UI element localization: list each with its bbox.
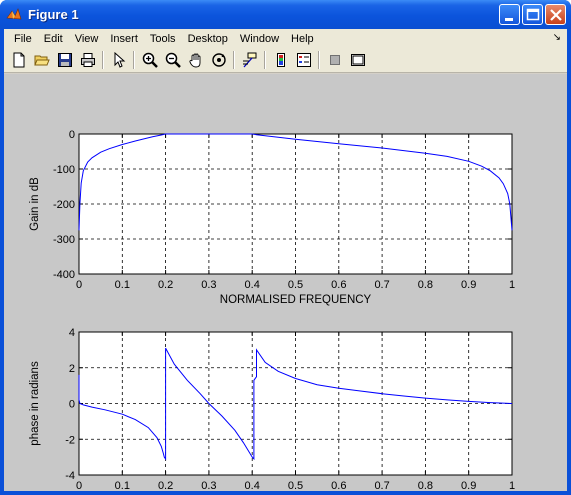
rotate-3d-button[interactable] [207,49,230,71]
show-plot-tools-button[interactable] [346,49,369,71]
hide-plot-tools-button[interactable] [323,49,346,71]
menu-tools[interactable]: Tools [149,32,176,45]
print-icon [80,53,95,67]
pan-button[interactable] [184,49,207,71]
zoom-in-button[interactable] [138,49,161,71]
x-tick-label: 0.6 [331,279,346,291]
figure-svg: 0 0.1 0.2 0.3 0.4 0.5 0.6 0.7 0.8 0.9 10-100-200-3… [29,129,515,492]
close-icon [550,9,562,21]
title-bar[interactable]: Figure 1 [0,0,571,29]
data-cursor-icon [242,52,256,68]
menu-edit[interactable]: Edit [43,32,63,45]
y-tick-label: -4 [65,470,75,482]
toolbar-separator [233,51,235,69]
y-tick-label: -200 [53,199,75,211]
x-tick-label: 0.8 [418,279,433,291]
x-tick-label: 0.8 [418,480,433,491]
minimize-button[interactable] [499,4,520,25]
x-tick-label: 0 [76,480,82,491]
y-tick-label: -100 [53,164,75,176]
y-tick-label: 2 [69,363,75,375]
toolbar-separator [102,51,104,69]
x-axis-label: NORMALISED FREQUENCY [220,294,372,306]
figure-canvas[interactable]: 0 0.1 0.2 0.3 0.4 0.5 0.6 0.7 0.8 0.9 1 0 -100 -200 -3… [4,74,567,492]
x-tick-label: 0 [76,279,82,291]
y-tick-label: 4 [69,327,75,339]
zoom-out-icon [165,52,181,68]
colorbar-icon [276,53,285,67]
x-tick-label: 0.9 [461,480,476,491]
axes-2: 00.10.20.30.40.50.60.70.80.91420-2-4nora… [29,327,515,492]
dock-arrow-icon[interactable]: ↘ [552,32,561,43]
x-tick-label: 0.5 [288,480,303,491]
x-tick-label: 1 [509,279,515,291]
save-icon [57,53,72,67]
x-tick-label: 0.3 [201,279,216,291]
new-file-icon [13,52,24,68]
toolbar-separator [133,51,135,69]
y-axis-label: phase in radians [29,361,41,446]
menu-file[interactable]: File [14,32,32,45]
series-line-1 [78,347,513,461]
axes-1: 0 0.1 0.2 0.3 0.4 0.5 0.6 0.7 0.8 0.9 1 0 -100 -200 -3… [29,129,515,306]
menu-desktop[interactable]: Desktop [187,32,228,45]
colorbar-button[interactable] [269,49,292,71]
x-tick-label: 0.2 [158,279,173,291]
menu-insert[interactable]: Insert [110,32,138,45]
hide-tools-icon [329,55,340,65]
toolbar-separator [264,51,266,69]
y-axis-label: Gain in dB [29,177,41,231]
x-tick-label: 0.2 [158,480,173,491]
zoom-out-button[interactable] [161,49,184,71]
y-tick-label: 0 [69,129,75,141]
series-line-1 [78,133,513,231]
maximize-icon [526,8,540,21]
toolbar-separator [318,51,320,69]
save-button[interactable] [53,49,76,71]
x-tick-label: 0.1 [115,480,130,491]
y-tick-label: -2 [65,434,75,446]
data-cursor-button[interactable] [238,49,261,71]
x-tick-label: 1 [509,480,515,491]
show-tools-icon [350,54,365,66]
edit-arrow-icon [114,52,125,68]
x-tick-label: 0.7 [374,279,389,291]
rotate-3d-icon [211,53,226,67]
x-tick-label: 0.1 [115,279,130,291]
legend-icon [296,53,311,67]
x-tick-label: 0.6 [331,480,346,491]
figure-client: File Edit View Insert Tools Desktop Wind… [4,29,567,492]
x-tick-label: 0.5 [288,279,303,291]
new-file-button[interactable] [7,49,30,71]
x-tick-label: 0.4 [245,279,260,291]
close-button[interactable] [545,4,566,25]
matlab-logo-icon [6,7,22,19]
x-tick-label: 0.3 [201,480,216,491]
minimize-icon [505,18,513,21]
menu-view[interactable]: View [74,32,99,45]
open-button[interactable] [30,49,53,71]
print-button[interactable] [76,49,99,71]
x-tick-label: 0.9 [461,279,476,291]
maximize-button[interactable] [522,4,543,25]
zoom-in-icon [142,52,158,68]
y-tick-label: -300 [53,234,75,246]
x-tick-label: 0.7 [374,480,389,491]
menu-window[interactable]: Window [239,32,280,45]
legend-button[interactable] [292,49,315,71]
y-tick-label: 0 [69,399,75,411]
edit-plot-button[interactable] [107,49,130,71]
toolbar [4,48,567,73]
open-folder-icon [33,55,50,66]
x-tick-label: 0.4 [245,480,260,491]
menu-bar: File Edit View Insert Tools Desktop Wind… [4,29,567,48]
pan-hand-icon [188,53,200,68]
window-title: Figure 1 [28,7,79,22]
menu-help[interactable]: Help [291,32,314,45]
y-tick-label: -400 [53,269,75,281]
